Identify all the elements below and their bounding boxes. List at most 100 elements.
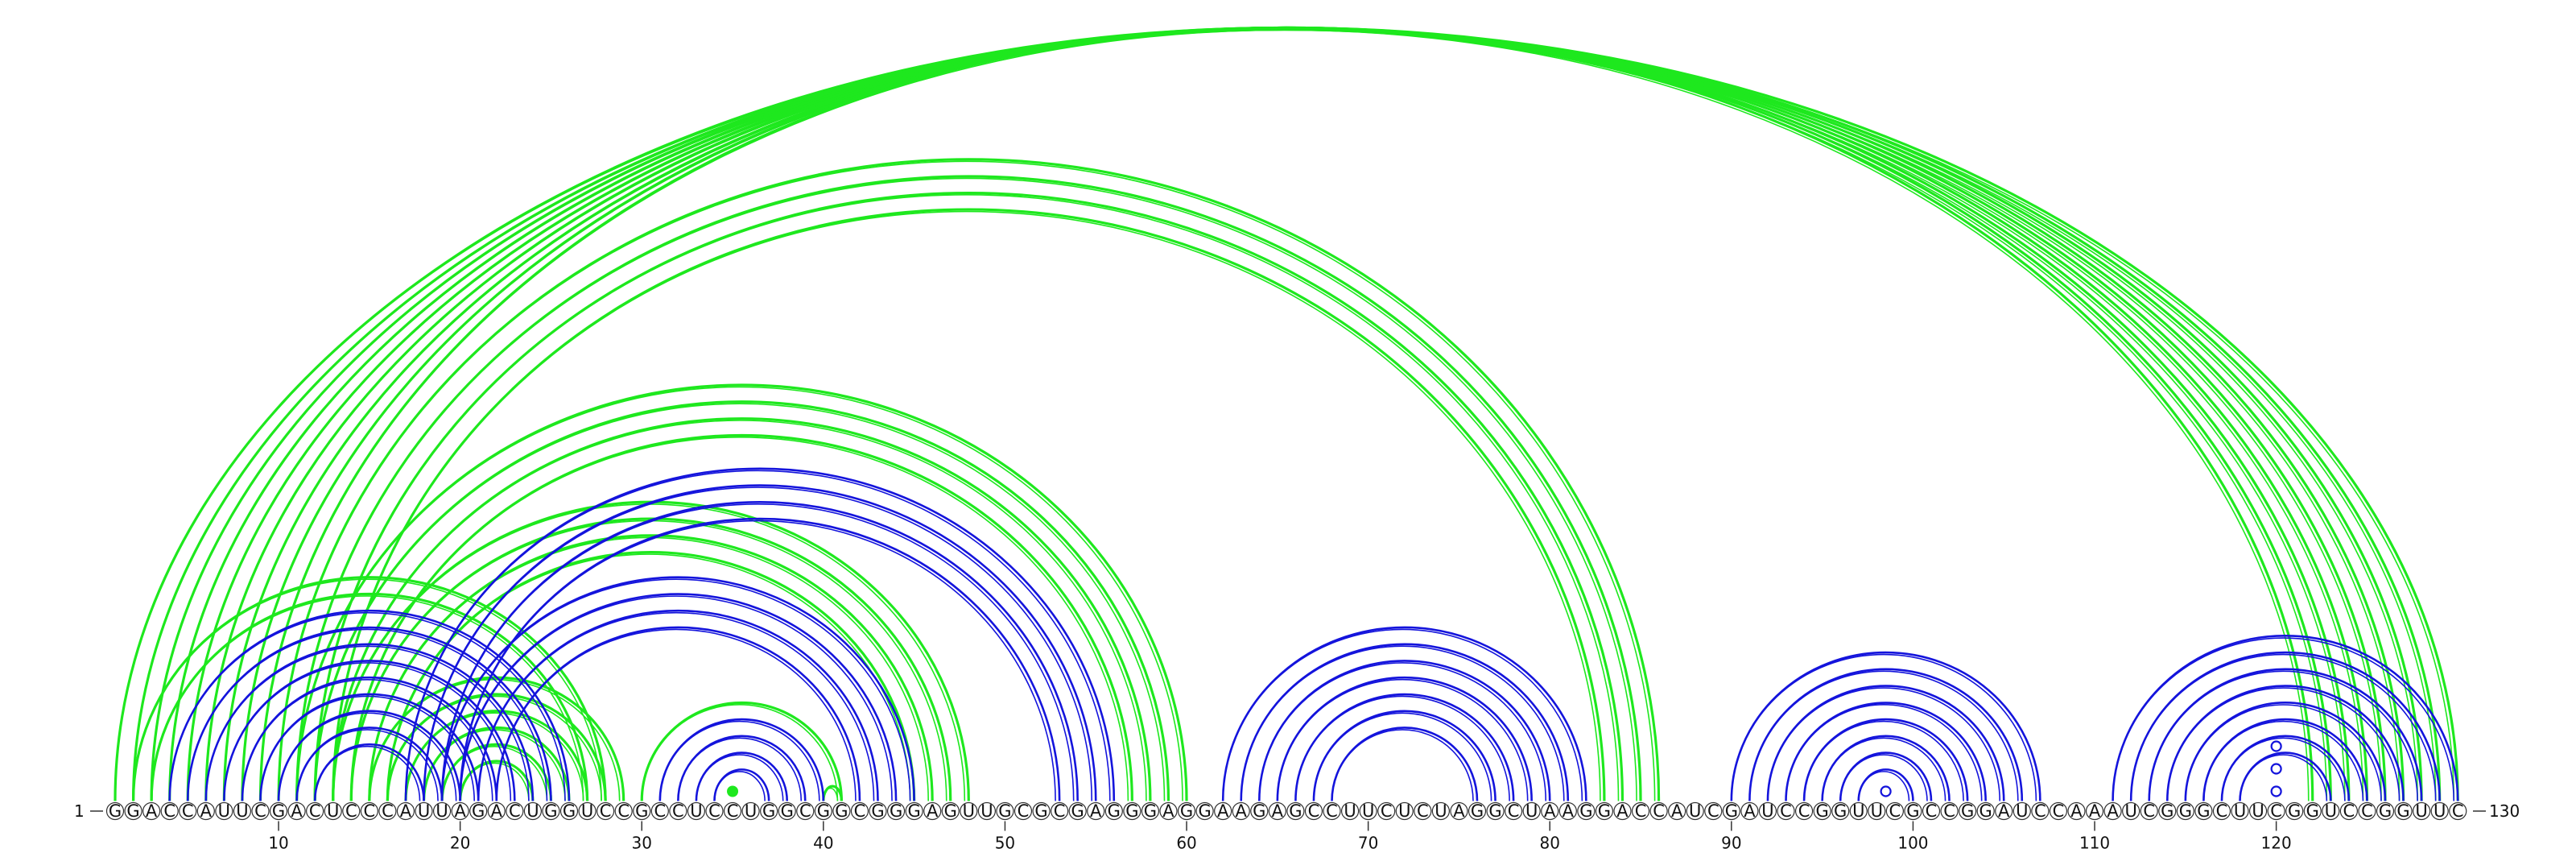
- base-32: C: [669, 801, 687, 821]
- base-129: U: [2430, 801, 2449, 821]
- base-112: U: [2122, 801, 2140, 821]
- base-letter: C: [617, 801, 630, 821]
- start-label: 1: [74, 801, 85, 821]
- arc-inner-blue-95-102: [1821, 737, 1946, 801]
- base-letter: U: [1362, 801, 1374, 821]
- arc-inner-green-13-58: [332, 420, 1147, 801]
- base-circle: [1359, 801, 1377, 821]
- base-letter: G: [2161, 801, 2174, 821]
- base-letter: G: [126, 801, 139, 821]
- base-46: A: [923, 801, 942, 821]
- base-letter: C: [182, 801, 194, 821]
- base-letter: G: [1961, 801, 1974, 821]
- base-57: G: [1123, 801, 1141, 821]
- arc-inner-blue-19-54: [441, 503, 1075, 801]
- base-110: A: [2085, 801, 2104, 821]
- arc-inner-blue-5-25: [187, 628, 548, 801]
- base-circle: [1051, 801, 1069, 821]
- arc-inner-blue-115-126: [2185, 704, 2382, 801]
- base-circle: [415, 801, 433, 821]
- base-118: U: [2231, 801, 2249, 821]
- base-circle: [1541, 801, 1559, 821]
- base-circle: [342, 801, 361, 821]
- base-letter: C: [2270, 801, 2282, 821]
- base-89: C: [1704, 801, 1723, 821]
- base-101: C: [1922, 801, 1941, 821]
- arc-green-12-59: [313, 400, 1170, 801]
- base-letter: G: [1071, 801, 1084, 821]
- base-letter: C: [1653, 801, 1665, 821]
- base-letter: G: [1834, 801, 1847, 821]
- base-68: C: [1323, 801, 1341, 821]
- base-circle: [1195, 801, 1214, 821]
- base-circle: [1995, 801, 2013, 821]
- base-circle: [2158, 801, 2177, 821]
- base-26: G: [559, 801, 579, 821]
- base-circle: [1104, 801, 1123, 821]
- base-letter: U: [327, 801, 339, 821]
- base-circle: [1087, 801, 1105, 821]
- base-letter: U: [2234, 801, 2246, 821]
- base-128: U: [2413, 801, 2431, 821]
- base-letter: G: [890, 801, 902, 821]
- base-69: U: [1340, 801, 1360, 821]
- base-circle: [1740, 801, 1759, 821]
- base-circle: [1013, 801, 1033, 821]
- base-94: C: [1794, 801, 1814, 821]
- arc-inner-blue-94-103: [1803, 720, 1964, 801]
- base-11: A: [287, 801, 306, 821]
- base-40: G: [814, 801, 832, 821]
- base-circle: [1904, 801, 1922, 821]
- base-74: U: [1431, 801, 1450, 821]
- base-circle: [1268, 801, 1286, 821]
- tick-label-90: 90: [1721, 834, 1741, 853]
- arc-inner-green-2-28: [132, 578, 602, 801]
- base-letter: C: [1308, 801, 1320, 821]
- base-letter: C: [2143, 801, 2155, 821]
- base-circle: [977, 801, 996, 821]
- base-letter: G: [762, 801, 775, 821]
- arc-inner-green-11-85: [295, 177, 1637, 801]
- base-letter: C: [382, 801, 394, 821]
- arc-inner-blue-91-106: [1748, 670, 2019, 801]
- base-letter: C: [254, 801, 266, 821]
- base-circle: [2049, 801, 2068, 821]
- base-letter: C: [345, 801, 357, 821]
- arc-inner-blue-117-124: [2221, 737, 2346, 801]
- base-circle: [1159, 801, 1178, 821]
- base-44: G: [886, 801, 906, 821]
- base-92: U: [1758, 801, 1777, 821]
- base-circle: [1286, 801, 1305, 821]
- base-7: U: [215, 801, 233, 821]
- base-77: G: [1486, 801, 1505, 821]
- base-83: G: [1595, 801, 1614, 821]
- base-letter: A: [1544, 801, 1556, 821]
- base-18: U: [415, 801, 433, 821]
- arc-green-8-123: [241, 26, 2332, 801]
- base-circle: [597, 801, 615, 821]
- base-letter: A: [1998, 801, 2010, 821]
- base-circle: [2067, 801, 2086, 821]
- base-circle: [2085, 801, 2104, 821]
- base-circle: [142, 801, 161, 821]
- base-letter: A: [1272, 801, 1284, 821]
- base-letter: C: [1780, 801, 1792, 821]
- base-letter: G: [563, 801, 576, 821]
- arc-inner-green-5-126: [187, 29, 2382, 801]
- base-95: G: [1813, 801, 1831, 821]
- base-90: G: [1722, 801, 1740, 821]
- base-letter: A: [1236, 801, 1248, 821]
- base-38: G: [778, 801, 796, 821]
- arc-inner-green-12-84: [314, 194, 1620, 801]
- base-circle: [1177, 801, 1196, 821]
- base-circle: [160, 801, 179, 821]
- arc-inner-blue-32-39: [677, 737, 803, 801]
- base-letter: U: [1761, 801, 1773, 821]
- arc-inner-blue-18-55: [423, 486, 1093, 801]
- base-24: U: [523, 801, 542, 821]
- arc-inner-blue-20-53: [459, 520, 1056, 801]
- base-circle: [578, 801, 597, 821]
- arc-inner-blue-21-43: [477, 611, 875, 801]
- base-circle: [1777, 801, 1795, 821]
